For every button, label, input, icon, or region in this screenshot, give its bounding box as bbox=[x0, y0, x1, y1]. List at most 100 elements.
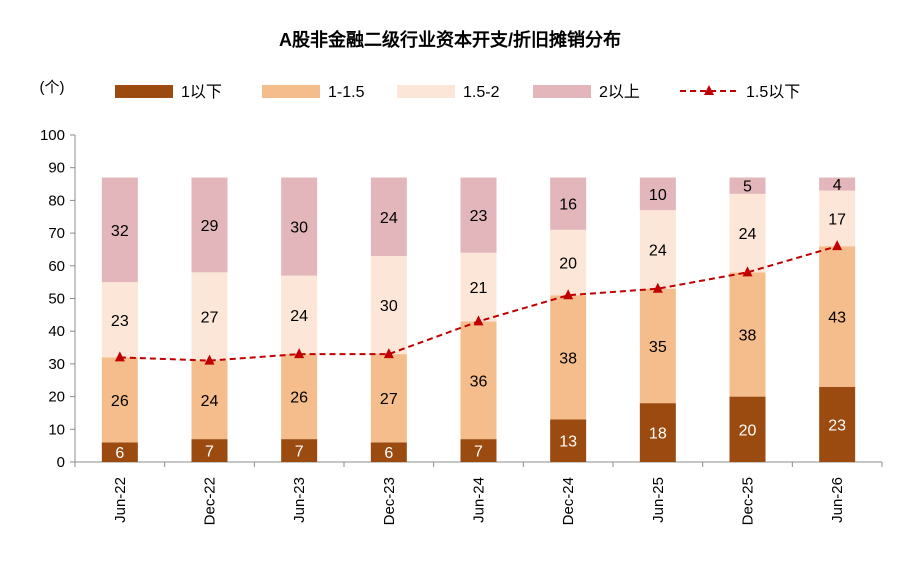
bar-segment bbox=[370, 177, 407, 256]
data-label: 30 bbox=[290, 220, 308, 237]
bar-segment bbox=[101, 357, 138, 443]
legend-label: 1.5以下 bbox=[746, 84, 800, 101]
x-tick-label: Dec-25 bbox=[740, 477, 757, 525]
x-tick-label: Jun-23 bbox=[291, 477, 308, 523]
bar-segment bbox=[639, 288, 676, 404]
data-label: 21 bbox=[470, 280, 488, 297]
y-tick-label: 90 bbox=[48, 160, 65, 177]
bar-segment bbox=[550, 229, 587, 296]
y-tick-label: 50 bbox=[48, 291, 65, 308]
bar-segment bbox=[639, 403, 676, 462]
plot-area: 0 10 20 30 40 50 60 70 80 90 100 Jun-22 Dec-22 Jun-23… bbox=[40, 127, 883, 525]
data-label: 23 bbox=[828, 417, 846, 434]
bar-segment bbox=[550, 295, 587, 420]
legend-swatch bbox=[397, 85, 455, 98]
bar-segment bbox=[639, 177, 676, 211]
legend-label: 2以上 bbox=[599, 83, 640, 101]
data-label: 43 bbox=[828, 309, 846, 326]
bar-segment bbox=[281, 354, 318, 440]
data-label: 29 bbox=[201, 218, 219, 235]
data-label: 38 bbox=[739, 327, 757, 344]
y-tick-label: 80 bbox=[48, 192, 65, 209]
data-label: 24 bbox=[739, 226, 757, 243]
bar-segment bbox=[729, 193, 766, 273]
data-label: 13 bbox=[559, 434, 577, 451]
chart-title: A股非金融二级行业资本开支/折旧摊销分布 bbox=[279, 29, 621, 50]
legend-swatch bbox=[533, 85, 591, 98]
legend-label: 1-1.5 bbox=[328, 84, 365, 101]
data-label: 36 bbox=[470, 373, 488, 390]
bar-segment bbox=[729, 177, 766, 194]
bar-segment bbox=[550, 177, 587, 230]
line-marker bbox=[204, 354, 215, 365]
x-tick-label: Jun-22 bbox=[112, 477, 129, 523]
bar-segment bbox=[819, 246, 856, 387]
data-label: 27 bbox=[201, 309, 219, 326]
legend-swatch bbox=[262, 85, 320, 98]
x-tick-label: Dec-22 bbox=[202, 477, 219, 525]
bar-segment bbox=[191, 177, 228, 273]
data-label: 26 bbox=[111, 393, 129, 410]
data-label: 20 bbox=[739, 422, 757, 439]
data-label: 7 bbox=[295, 444, 304, 461]
x-tick-label: Jun-25 bbox=[650, 477, 667, 523]
data-label: 26 bbox=[290, 390, 308, 407]
data-label: 24 bbox=[201, 393, 219, 410]
bar-segment bbox=[101, 442, 138, 462]
data-label: 32 bbox=[111, 223, 129, 240]
line-marker bbox=[294, 348, 305, 359]
bar-segment bbox=[460, 321, 497, 440]
bar-segment bbox=[370, 442, 407, 462]
x-tick-label: Jun-24 bbox=[471, 477, 488, 523]
data-label: 35 bbox=[649, 339, 667, 356]
data-label: 5 bbox=[743, 179, 752, 196]
data-label: 16 bbox=[559, 197, 577, 214]
data-label: 6 bbox=[115, 445, 124, 462]
line-marker bbox=[742, 266, 753, 277]
line-marker bbox=[563, 289, 574, 300]
legend-marker bbox=[704, 85, 714, 95]
bar-segment bbox=[550, 419, 587, 462]
bar-segment bbox=[101, 177, 138, 283]
y-tick-label: 100 bbox=[40, 127, 65, 144]
y-tick-label: 30 bbox=[48, 356, 65, 373]
bar-segment bbox=[729, 396, 766, 462]
data-label: 30 bbox=[380, 298, 398, 315]
data-label: 24 bbox=[649, 242, 667, 259]
legend-label: 1以下 bbox=[181, 84, 222, 101]
x-tick-label: Dec-23 bbox=[381, 477, 398, 525]
line-marker bbox=[832, 240, 843, 251]
line-marker bbox=[383, 348, 394, 359]
legend-swatch bbox=[115, 85, 173, 98]
line-marker bbox=[652, 282, 663, 293]
x-tick-label: Dec-24 bbox=[560, 477, 577, 525]
y-tick-label: 60 bbox=[48, 258, 65, 275]
y-tick-label: 40 bbox=[48, 323, 65, 340]
data-label: 24 bbox=[380, 210, 398, 227]
bar-segment bbox=[819, 177, 856, 191]
bar-segment bbox=[370, 354, 407, 443]
bar-segment bbox=[191, 439, 228, 462]
data-label: 10 bbox=[649, 187, 667, 204]
data-label: 23 bbox=[470, 208, 488, 225]
data-label: 38 bbox=[559, 350, 577, 367]
y-tick-label: 20 bbox=[48, 389, 65, 406]
y-tick-label: 10 bbox=[48, 421, 65, 438]
y-tick-label: 70 bbox=[48, 225, 65, 242]
bar-segment bbox=[281, 177, 318, 276]
data-label: 24 bbox=[290, 308, 308, 325]
bar-segment bbox=[460, 439, 497, 462]
line-marker bbox=[473, 315, 484, 326]
bar-segment bbox=[819, 190, 856, 247]
legend: 1以下 1-1.5 1.5-2 2以上 1.5以下 bbox=[115, 83, 800, 101]
bar-segment bbox=[639, 210, 676, 289]
x-tick-label: Jun-26 bbox=[829, 477, 846, 523]
bar-segment bbox=[460, 177, 497, 253]
data-label: 27 bbox=[380, 391, 398, 408]
bar-segment bbox=[191, 272, 228, 361]
data-label: 4 bbox=[833, 177, 842, 194]
bar-segment bbox=[191, 360, 228, 440]
bar-segment bbox=[281, 275, 318, 355]
line-marker bbox=[114, 351, 125, 362]
